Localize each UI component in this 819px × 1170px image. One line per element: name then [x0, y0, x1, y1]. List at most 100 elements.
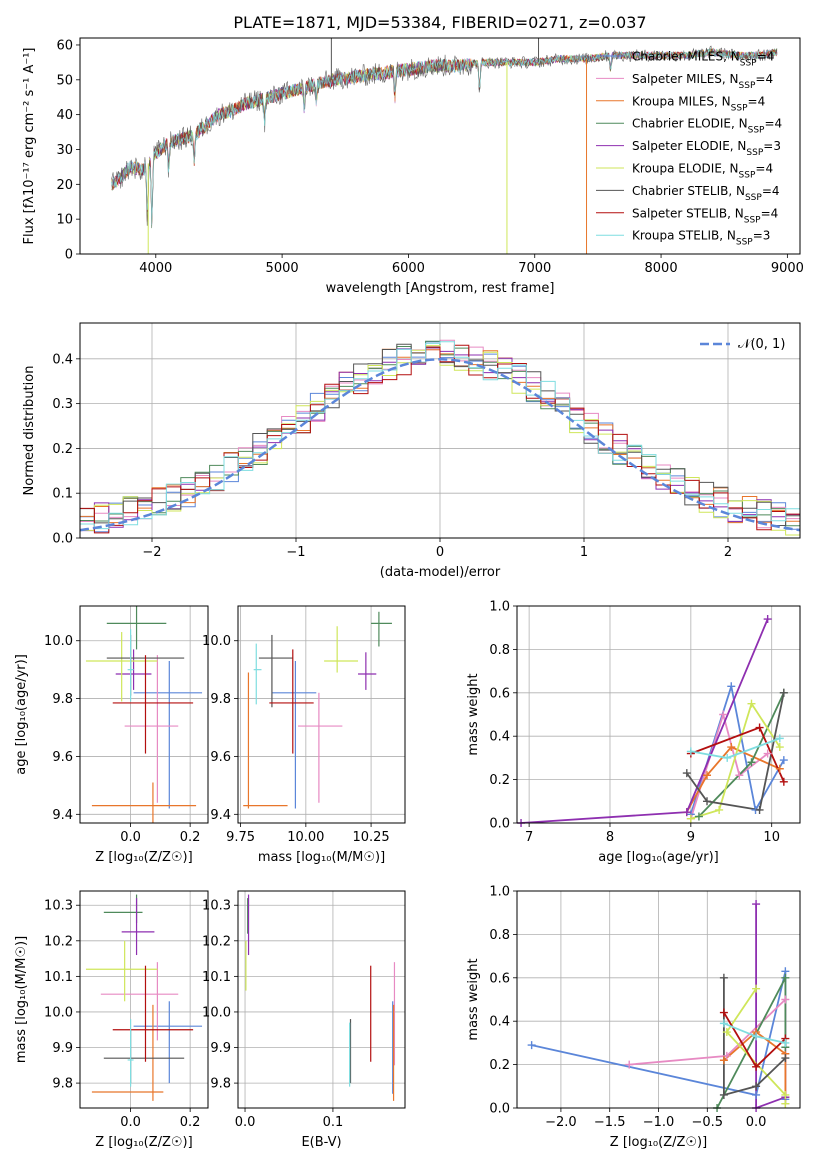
axes-frame [237, 890, 406, 1109]
weight-line [755, 904, 786, 1108]
weight-marker [779, 777, 788, 786]
panel-residuals: −2 −1 0 1 2 0.0 0.1 0.2 0.3 0.4 (data-model)/error… [22, 322, 801, 580]
y-axis-label: mass [log₁₀(M/M☉)] [14, 936, 29, 1063]
y-tick-label: 9.9 [52, 1041, 73, 1056]
y-tick-label: 0.0 [52, 532, 73, 547]
y-tick-label: 0.8 [489, 643, 510, 658]
y-tick-label: 10.2 [44, 934, 73, 949]
axes-frame [79, 605, 209, 824]
legend-label: Chabrier STELIB, NSSP=4 [632, 184, 780, 203]
x-tick-label: 0 [436, 545, 444, 560]
legend-label: Salpeter MILES, NSSP=4 [632, 72, 773, 91]
panel-mass_weight_vs_age: 7 8 9 10 0.0 0.2 0.4 0.6 0.8 1.0 age [log₁₀(age/yr… [466, 600, 801, 865]
y-tick-label: 1.0 [489, 885, 510, 900]
weight-marker [781, 1038, 790, 1047]
legend-label: Kroupa STELIB, NSSP=3 [632, 229, 770, 248]
y-tick-label: 9.6 [210, 750, 231, 765]
y-tick-label: 9.8 [210, 1077, 231, 1092]
y-tick-label: 9.6 [52, 750, 73, 765]
x-tick-label: 8000 [645, 261, 678, 276]
y-tick-label: 10 [56, 213, 73, 228]
normal-curve [80, 358, 800, 532]
weight-marker [719, 1056, 728, 1065]
residual-histogram [80, 343, 800, 526]
y-tick-label: 9.4 [210, 808, 231, 823]
y-tick-label: 0.2 [489, 773, 510, 788]
x-tick-label: 0.0 [235, 1115, 256, 1130]
x-axis-label: wavelength [Angstrom, rest frame] [326, 281, 555, 296]
residual-histogram [80, 340, 800, 527]
x-tick-label: 0.0 [746, 1115, 767, 1130]
y-tick-label: 0.8 [489, 928, 510, 943]
axes-frame [79, 37, 801, 255]
weight-marker [752, 1090, 761, 1099]
y-tick-label: 0.0 [489, 817, 510, 832]
x-tick-label: 5000 [266, 261, 299, 276]
axes-frame [516, 890, 801, 1109]
x-tick-label: 9 [687, 830, 695, 845]
weight-marker [752, 1032, 761, 1041]
x-tick-label: 7 [525, 830, 533, 845]
legend-label: Salpeter ELODIE, NSSP=3 [632, 139, 781, 158]
weight-marker [752, 900, 761, 909]
x-tick-label: 9.75 [226, 830, 255, 845]
figure-title: PLATE=1871, MJD=53384, FIBERID=0271, z=0… [233, 13, 646, 32]
x-tick-label: 4000 [139, 261, 172, 276]
residual-histogram [80, 347, 800, 532]
y-tick-label: 9.9 [210, 1041, 231, 1056]
y-axis-label: mass weight [466, 958, 481, 1040]
panel-age_vs_mass: 9.75 10.00 10.25 9.4 9.6 9.8 10.0 mass [log₁₀(M… [202, 605, 406, 865]
x-tick-label: 0.0 [120, 830, 141, 845]
weight-marker [775, 764, 784, 773]
plot-area [111, 38, 778, 254]
axes-frame [516, 605, 801, 824]
x-tick-label: −1 [286, 545, 305, 560]
y-axis-label: age [log₁₀(age/yr)] [14, 654, 29, 775]
panel-age_vs_Z: 0.0 0.2 9.4 9.6 9.8 10.0 Z [log₁₀(Z/Z☉)] age [l… [14, 605, 209, 865]
axes-frame [79, 890, 209, 1109]
weight-marker [735, 771, 744, 780]
plot-area [85, 606, 203, 823]
weight-marker [719, 1019, 728, 1028]
weight-marker [722, 1051, 731, 1060]
y-tick-label: 0.6 [489, 971, 510, 986]
y-tick-label: 0.4 [52, 352, 73, 367]
y-tick-label: 20 [56, 178, 73, 193]
residual-histogram [80, 345, 800, 536]
y-tick-label: 9.8 [52, 692, 73, 707]
y-tick-label: 0.6 [489, 686, 510, 701]
x-axis-label: age [log₁₀(age/yr)] [598, 850, 719, 865]
x-tick-label: 8 [606, 830, 614, 845]
y-tick-label: 50 [56, 73, 73, 88]
x-tick-label: −1.0 [643, 1115, 675, 1130]
y-tick-label: 10.0 [44, 634, 73, 649]
spectrum-line [111, 45, 778, 226]
y-tick-label: 10.3 [44, 899, 73, 914]
residual-histogram [80, 341, 800, 533]
weight-marker [752, 1062, 761, 1071]
weight-marker [722, 1028, 731, 1037]
y-tick-label: 0.1 [52, 487, 73, 502]
plot-area [245, 894, 396, 1101]
weight-marker [715, 805, 724, 814]
weight-marker [781, 1090, 790, 1099]
weight-line [686, 692, 785, 812]
x-axis-label: mass [log₁₀(M/M☉)] [258, 850, 385, 865]
x-tick-label: 10 [763, 830, 780, 845]
x-axis-label: (data-model)/error [380, 565, 501, 580]
weight-marker [719, 1090, 728, 1099]
weight-marker [755, 805, 764, 814]
weight-marker [719, 973, 728, 982]
weight-marker [775, 734, 784, 743]
weight-marker [703, 797, 712, 806]
plot-area [85, 894, 203, 1101]
weight-marker [763, 615, 772, 624]
y-tick-label: 10.0 [202, 1005, 231, 1020]
weight-marker [755, 723, 764, 732]
y-tick-label: 9.8 [210, 692, 231, 707]
legend-label: Chabrier ELODIE, NSSP=4 [632, 117, 782, 136]
weight-marker [727, 743, 736, 752]
x-tick-label: −2 [142, 545, 161, 560]
legend-label: Chabrier MILES, NSSP=4 [632, 50, 774, 69]
